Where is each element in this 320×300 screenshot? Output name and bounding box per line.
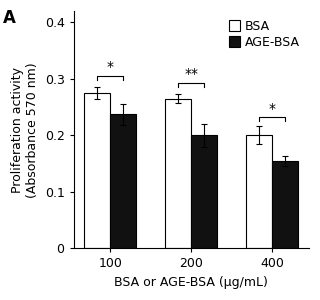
Y-axis label: Proliferation activity
(Absorbance 570 nm): Proliferation activity (Absorbance 570 n… [11,62,39,197]
Text: *: * [107,60,114,74]
Text: *: * [269,102,276,116]
Bar [84,93,110,248]
Bar [191,135,217,248]
X-axis label: BSA or AGE-BSA (μg/mL): BSA or AGE-BSA (μg/mL) [114,276,268,289]
Bar [272,161,298,248]
Bar [165,99,191,248]
Text: A: A [3,9,16,27]
Legend: BSA, AGE-BSA: BSA, AGE-BSA [226,17,303,52]
Text: **: ** [184,67,198,81]
Bar [110,115,136,248]
Bar [246,135,272,248]
